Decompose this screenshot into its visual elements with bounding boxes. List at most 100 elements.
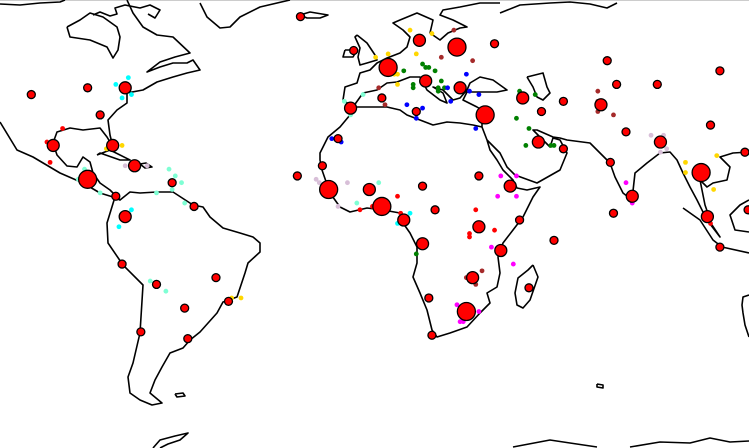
data-dot: [373, 54, 378, 60]
city-marker: [705, 120, 716, 130]
data-dot: [413, 51, 419, 57]
data-dot: [144, 163, 150, 169]
data-dot: [526, 126, 532, 131]
city-marker: [456, 301, 477, 322]
data-dot: [329, 136, 335, 142]
city-marker: [151, 279, 162, 290]
data-dot: [360, 92, 366, 97]
city-marker: [594, 98, 608, 112]
city-marker: [46, 138, 60, 153]
data-dot: [426, 65, 432, 70]
data-dot: [395, 82, 400, 87]
data-dot: [514, 193, 519, 199]
city-marker: [514, 215, 525, 225]
data-dot: [313, 176, 319, 182]
data-dot: [435, 85, 441, 91]
data-dot: [454, 302, 460, 308]
data-dot: [172, 173, 178, 179]
data-dot: [420, 105, 425, 111]
data-dot: [714, 153, 720, 158]
data-dot: [357, 207, 363, 213]
city-marker: [117, 259, 127, 269]
coast-antarctica: [512, 439, 598, 448]
data-dot: [410, 82, 416, 87]
data-dot: [429, 31, 435, 36]
city-marker: [652, 79, 662, 90]
data-dot: [683, 170, 688, 175]
data-dot: [129, 92, 134, 97]
data-dot: [382, 102, 388, 108]
data-dot: [438, 54, 444, 60]
data-dot: [514, 173, 519, 179]
city-marker: [453, 81, 467, 95]
data-dot: [658, 149, 663, 155]
city-marker: [524, 283, 534, 293]
data-dot: [407, 27, 413, 33]
city-marker: [611, 79, 622, 90]
city-marker: [602, 56, 612, 66]
data-dot: [467, 234, 472, 240]
coast-borneo: [729, 199, 749, 233]
city-marker: [740, 147, 749, 157]
city-marker: [700, 209, 715, 224]
data-dot: [376, 180, 382, 186]
city-marker: [111, 191, 121, 201]
city-marker: [118, 81, 132, 95]
data-dot: [451, 27, 457, 33]
city-marker: [211, 272, 221, 283]
coast-great-britain: [354, 34, 378, 66]
city-marker: [715, 242, 725, 252]
data-dot: [435, 88, 441, 94]
data-dot: [335, 204, 341, 209]
city-marker: [77, 169, 98, 189]
data-dot: [60, 126, 65, 131]
data-dot: [420, 61, 425, 67]
data-dot: [648, 132, 654, 138]
city-marker: [536, 106, 547, 117]
city-marker: [180, 303, 190, 313]
coast-greenland: [199, 0, 291, 29]
city-marker: [465, 270, 480, 285]
data-dot: [354, 200, 360, 206]
data-dot: [623, 180, 629, 186]
data-dot: [119, 95, 125, 101]
city-marker: [189, 201, 199, 212]
city-marker: [424, 293, 434, 303]
data-dot: [47, 159, 53, 165]
data-dot: [514, 115, 519, 121]
data-dot: [498, 173, 504, 179]
data-dot: [473, 126, 479, 131]
data-dot: [129, 207, 134, 213]
coast-sumatra-java: [682, 207, 749, 254]
data-dot: [395, 193, 400, 199]
city-marker: [558, 96, 569, 106]
city-marker: [377, 93, 387, 103]
city-marker: [558, 144, 569, 154]
city-marker: [549, 235, 559, 245]
data-dot: [125, 75, 131, 81]
data-dot: [395, 71, 400, 77]
city-marker: [362, 182, 376, 197]
city-marker: [447, 37, 467, 57]
city-marker: [333, 133, 343, 144]
data-dot: [473, 207, 479, 213]
city-marker: [397, 213, 411, 227]
data-dot: [345, 180, 350, 186]
data-dot: [470, 58, 476, 64]
data-dot: [448, 98, 454, 104]
coast-hispaniola: [139, 162, 153, 169]
data-dot: [122, 163, 128, 169]
data-dot: [476, 92, 482, 97]
city-marker: [118, 209, 132, 224]
city-marker: [82, 83, 93, 93]
coast-hudson-bay: [66, 12, 121, 59]
data-dot: [376, 85, 382, 91]
city-marker: [417, 181, 428, 191]
city-marker: [494, 243, 508, 258]
city-marker: [343, 101, 358, 115]
city-marker: [415, 237, 430, 251]
coast-madagascar: [514, 264, 539, 309]
data-dot: [445, 85, 450, 91]
data-dot: [551, 143, 557, 148]
